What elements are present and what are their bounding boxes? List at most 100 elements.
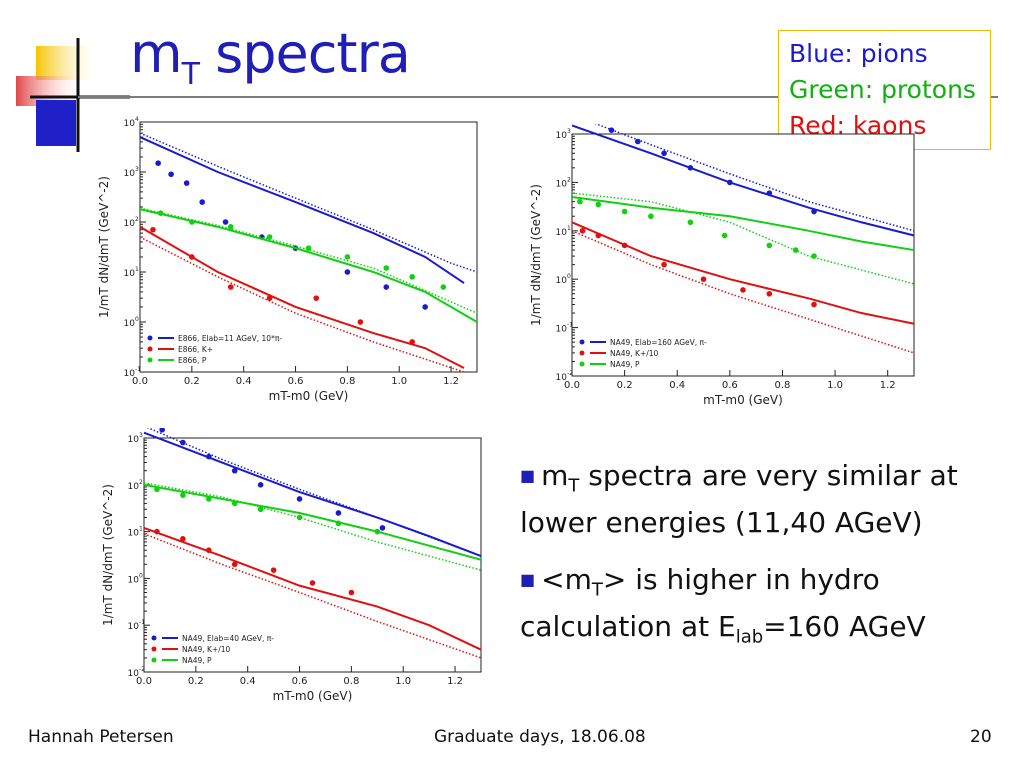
proton-data-point (766, 242, 773, 249)
legend-label: NA49, K+/10 (610, 349, 659, 358)
kaon-data-point (661, 261, 667, 268)
y-axis-label: 1/mT dN/dmT (GeV^-2) (97, 176, 111, 318)
bullet-2-sub: T (591, 579, 603, 601)
proton-data-point (792, 247, 799, 253)
pion-model-line (139, 136, 465, 284)
kaon-data-point (700, 276, 707, 282)
kaon-dotted-line (139, 236, 465, 373)
pion-data-point (180, 439, 186, 446)
kaon-data-point (740, 287, 746, 293)
pion-data-point (383, 284, 390, 290)
y-tick-label: 10 (124, 269, 136, 279)
x-tick-label: 0.2 (617, 380, 633, 391)
proton-data-point (154, 486, 160, 493)
pion-data-point (344, 269, 351, 275)
legend-marker (147, 335, 153, 341)
x-tick-label: 0.0 (564, 380, 580, 391)
y-axis-label: 1/mT dN/dmT (GeV^-2) (101, 484, 115, 626)
proton-data-point (344, 254, 351, 260)
x-axis-label: mT-m0 (GeV) (273, 689, 353, 703)
proton-data-point (157, 210, 164, 216)
proton-data-point (621, 208, 628, 215)
title-main: m (130, 22, 183, 85)
pion-data-point (335, 510, 342, 516)
pion-data-point (727, 179, 733, 186)
x-tick-label: 0.6 (288, 376, 304, 387)
y-tick-label: 10 (556, 131, 568, 141)
proton-data-point (374, 528, 381, 535)
bullet-1-post: spectra are very similar at (579, 459, 958, 492)
legend-marker (151, 657, 157, 663)
proton-dotted-line (143, 482, 482, 571)
proton-data-point (266, 234, 273, 240)
pion-dotted-line (146, 428, 482, 557)
bullet-2-line2b: =160 AGeV (763, 609, 926, 643)
pion-data-point (159, 428, 165, 433)
kaon-data-point (409, 339, 415, 345)
proton-data-point (231, 500, 238, 507)
kaon-data-point (231, 561, 238, 568)
kaon-data-point (266, 295, 273, 301)
kaon-model-line (139, 225, 465, 369)
proton-data-point (811, 253, 817, 259)
y-tick-exp: 2 (567, 176, 571, 183)
pion-data-point (222, 219, 229, 225)
kaon-data-point (579, 228, 586, 234)
x-tick-label: 0.4 (669, 380, 685, 391)
pion-data-point (608, 127, 615, 133)
y-tick-exp: 0 (139, 572, 143, 579)
x-tick-label: 1.2 (880, 380, 896, 391)
y-tick-exp: 2 (139, 479, 143, 486)
x-tick-label: 1.2 (447, 676, 463, 687)
pion-data-point (231, 467, 238, 474)
pion-data-point (422, 304, 428, 310)
legend-green: Green: protons (789, 75, 976, 104)
y-tick-label: 10 (556, 373, 568, 383)
kaon-data-point (227, 284, 234, 290)
legend-label: NA49, K+/10 (182, 645, 231, 654)
legend-label: NA49, P (182, 656, 212, 665)
x-tick-label: 1.0 (827, 380, 843, 391)
kaon-data-point (309, 580, 316, 586)
bullet-1-sub: T (568, 475, 580, 497)
proton-data-point (577, 198, 583, 205)
kaon-data-point (621, 242, 628, 249)
bullet-2: ■ <mT> is higher in hydro calculation at … (520, 562, 1000, 655)
kaon-data-point (811, 301, 817, 308)
proton-data-point (335, 520, 342, 527)
proton-data-point (687, 219, 694, 226)
y-tick-label: 10 (128, 669, 140, 679)
kaon-data-point (313, 295, 320, 301)
y-tick-exp: 0 (567, 273, 571, 280)
pion-data-point (661, 150, 667, 157)
x-axis-label: mT-m0 (GeV) (703, 393, 783, 407)
pion-data-point (155, 160, 161, 166)
kaon-data-point (206, 547, 212, 554)
y-tick-label: 10 (556, 179, 568, 189)
y-tick-exp: -1 (135, 366, 141, 373)
x-tick-label: 0.8 (343, 676, 359, 687)
y-tick-exp: 1 (135, 266, 139, 273)
y-tick-label: 10 (124, 319, 136, 329)
x-tick-label: 0.2 (188, 676, 204, 687)
y-tick-label: 10 (124, 119, 136, 129)
proton-data-point (440, 284, 447, 290)
proton-data-point (189, 219, 195, 225)
legend-marker (151, 635, 157, 641)
y-tick-exp: 1 (567, 225, 571, 232)
proton-model-line (139, 208, 478, 323)
y-tick-label: 10 (128, 482, 140, 492)
bullet-2-line2a: calculation at E (520, 609, 736, 643)
title-rule (78, 96, 998, 98)
x-tick-label: 1.0 (391, 376, 407, 387)
proton-data-point (257, 506, 264, 513)
legend-label: NA49, Elab=40 AGeV, π- (182, 634, 274, 643)
pion-data-point (634, 138, 641, 145)
proton-data-point (721, 232, 728, 239)
blue-square (36, 100, 76, 146)
y-tick-exp: 3 (135, 166, 139, 173)
y-tick-label: 10 (124, 369, 136, 379)
kaon-data-point (189, 254, 195, 260)
legend-label: NA49, P (610, 360, 640, 369)
